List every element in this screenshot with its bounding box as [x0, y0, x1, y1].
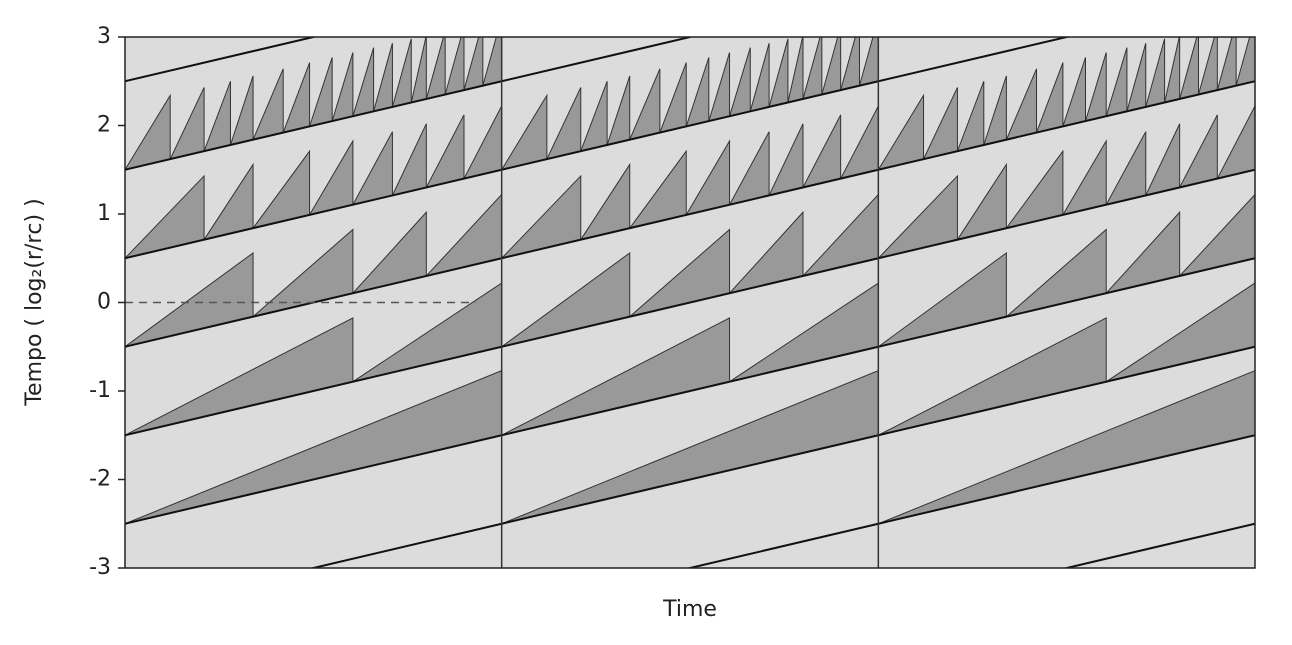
- tempo-line: [501, 80, 879, 171]
- tempo-line: [125, 434, 502, 525]
- tempo-line: [685, 522, 879, 568]
- tempo-line: [501, 168, 879, 260]
- y-tick-label: 3: [97, 24, 111, 49]
- tempo-line: [501, 37, 695, 83]
- y-tick-label: 2: [97, 113, 111, 138]
- tempo-line: [1062, 522, 1255, 568]
- tempo-line: [125, 80, 502, 171]
- x-axis-label: Time: [662, 597, 717, 622]
- tempo-line: [878, 434, 1255, 525]
- tempo-line: [878, 80, 1255, 171]
- tempo-line: [308, 522, 502, 568]
- plot-area: [125, 37, 1255, 568]
- tempo-line: [878, 257, 1255, 348]
- tempo-line: [878, 37, 1072, 83]
- y-tick-label: 1: [97, 201, 111, 226]
- y-axis-label: Tempo ( log₂(r/rᴄ) ): [22, 198, 47, 406]
- y-tick-label: -1: [89, 378, 111, 403]
- tempo-line: [878, 345, 1255, 437]
- tempo-line: [501, 345, 879, 437]
- y-tick-label: -2: [89, 467, 111, 492]
- y-tick-label: 0: [97, 290, 111, 315]
- tempo-line: [125, 168, 502, 260]
- tempo-line: [878, 168, 1255, 260]
- tempo-line: [125, 37, 318, 83]
- y-tick-label: -3: [89, 555, 111, 580]
- tempo-line: [501, 257, 879, 348]
- tempo-line: [501, 434, 879, 525]
- tempo-line: [125, 345, 502, 437]
